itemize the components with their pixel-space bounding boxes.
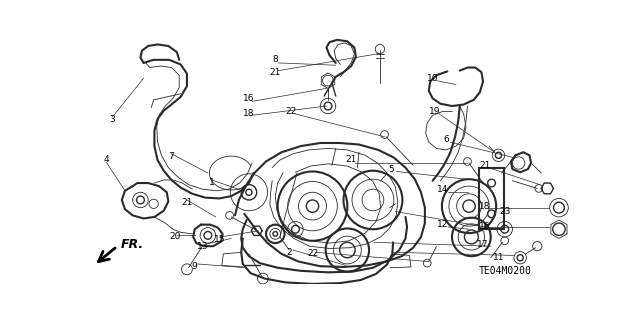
- Text: 9: 9: [192, 262, 198, 271]
- Text: 16: 16: [479, 222, 490, 231]
- Text: 21: 21: [479, 161, 490, 170]
- Text: 22: 22: [285, 107, 296, 116]
- Text: 14: 14: [437, 185, 449, 195]
- Text: 18: 18: [479, 202, 490, 211]
- Text: 15: 15: [214, 235, 225, 244]
- Text: 1: 1: [209, 178, 214, 187]
- Text: 16: 16: [243, 94, 255, 103]
- Text: TE04M0200: TE04M0200: [478, 266, 531, 276]
- Text: 8: 8: [273, 55, 278, 64]
- Text: 3: 3: [109, 115, 115, 124]
- Text: 12: 12: [437, 220, 449, 229]
- Text: 18: 18: [243, 109, 255, 118]
- Text: 13: 13: [196, 242, 208, 251]
- Text: 23: 23: [499, 207, 510, 216]
- Text: 4: 4: [104, 155, 109, 164]
- Text: 22: 22: [307, 249, 318, 258]
- Text: 21: 21: [181, 198, 193, 207]
- Text: 21: 21: [269, 68, 281, 77]
- Text: 21: 21: [346, 155, 357, 164]
- Text: 5: 5: [388, 165, 394, 174]
- Text: 6: 6: [443, 136, 449, 145]
- Text: 10: 10: [427, 74, 438, 83]
- Text: 2: 2: [287, 248, 292, 257]
- Text: FR.: FR.: [120, 238, 143, 251]
- Text: 17: 17: [477, 240, 489, 249]
- Text: 19: 19: [429, 107, 441, 116]
- Text: 7: 7: [168, 152, 174, 160]
- Bar: [479, 168, 504, 229]
- Text: 20: 20: [169, 233, 180, 241]
- Text: 11: 11: [493, 253, 504, 262]
